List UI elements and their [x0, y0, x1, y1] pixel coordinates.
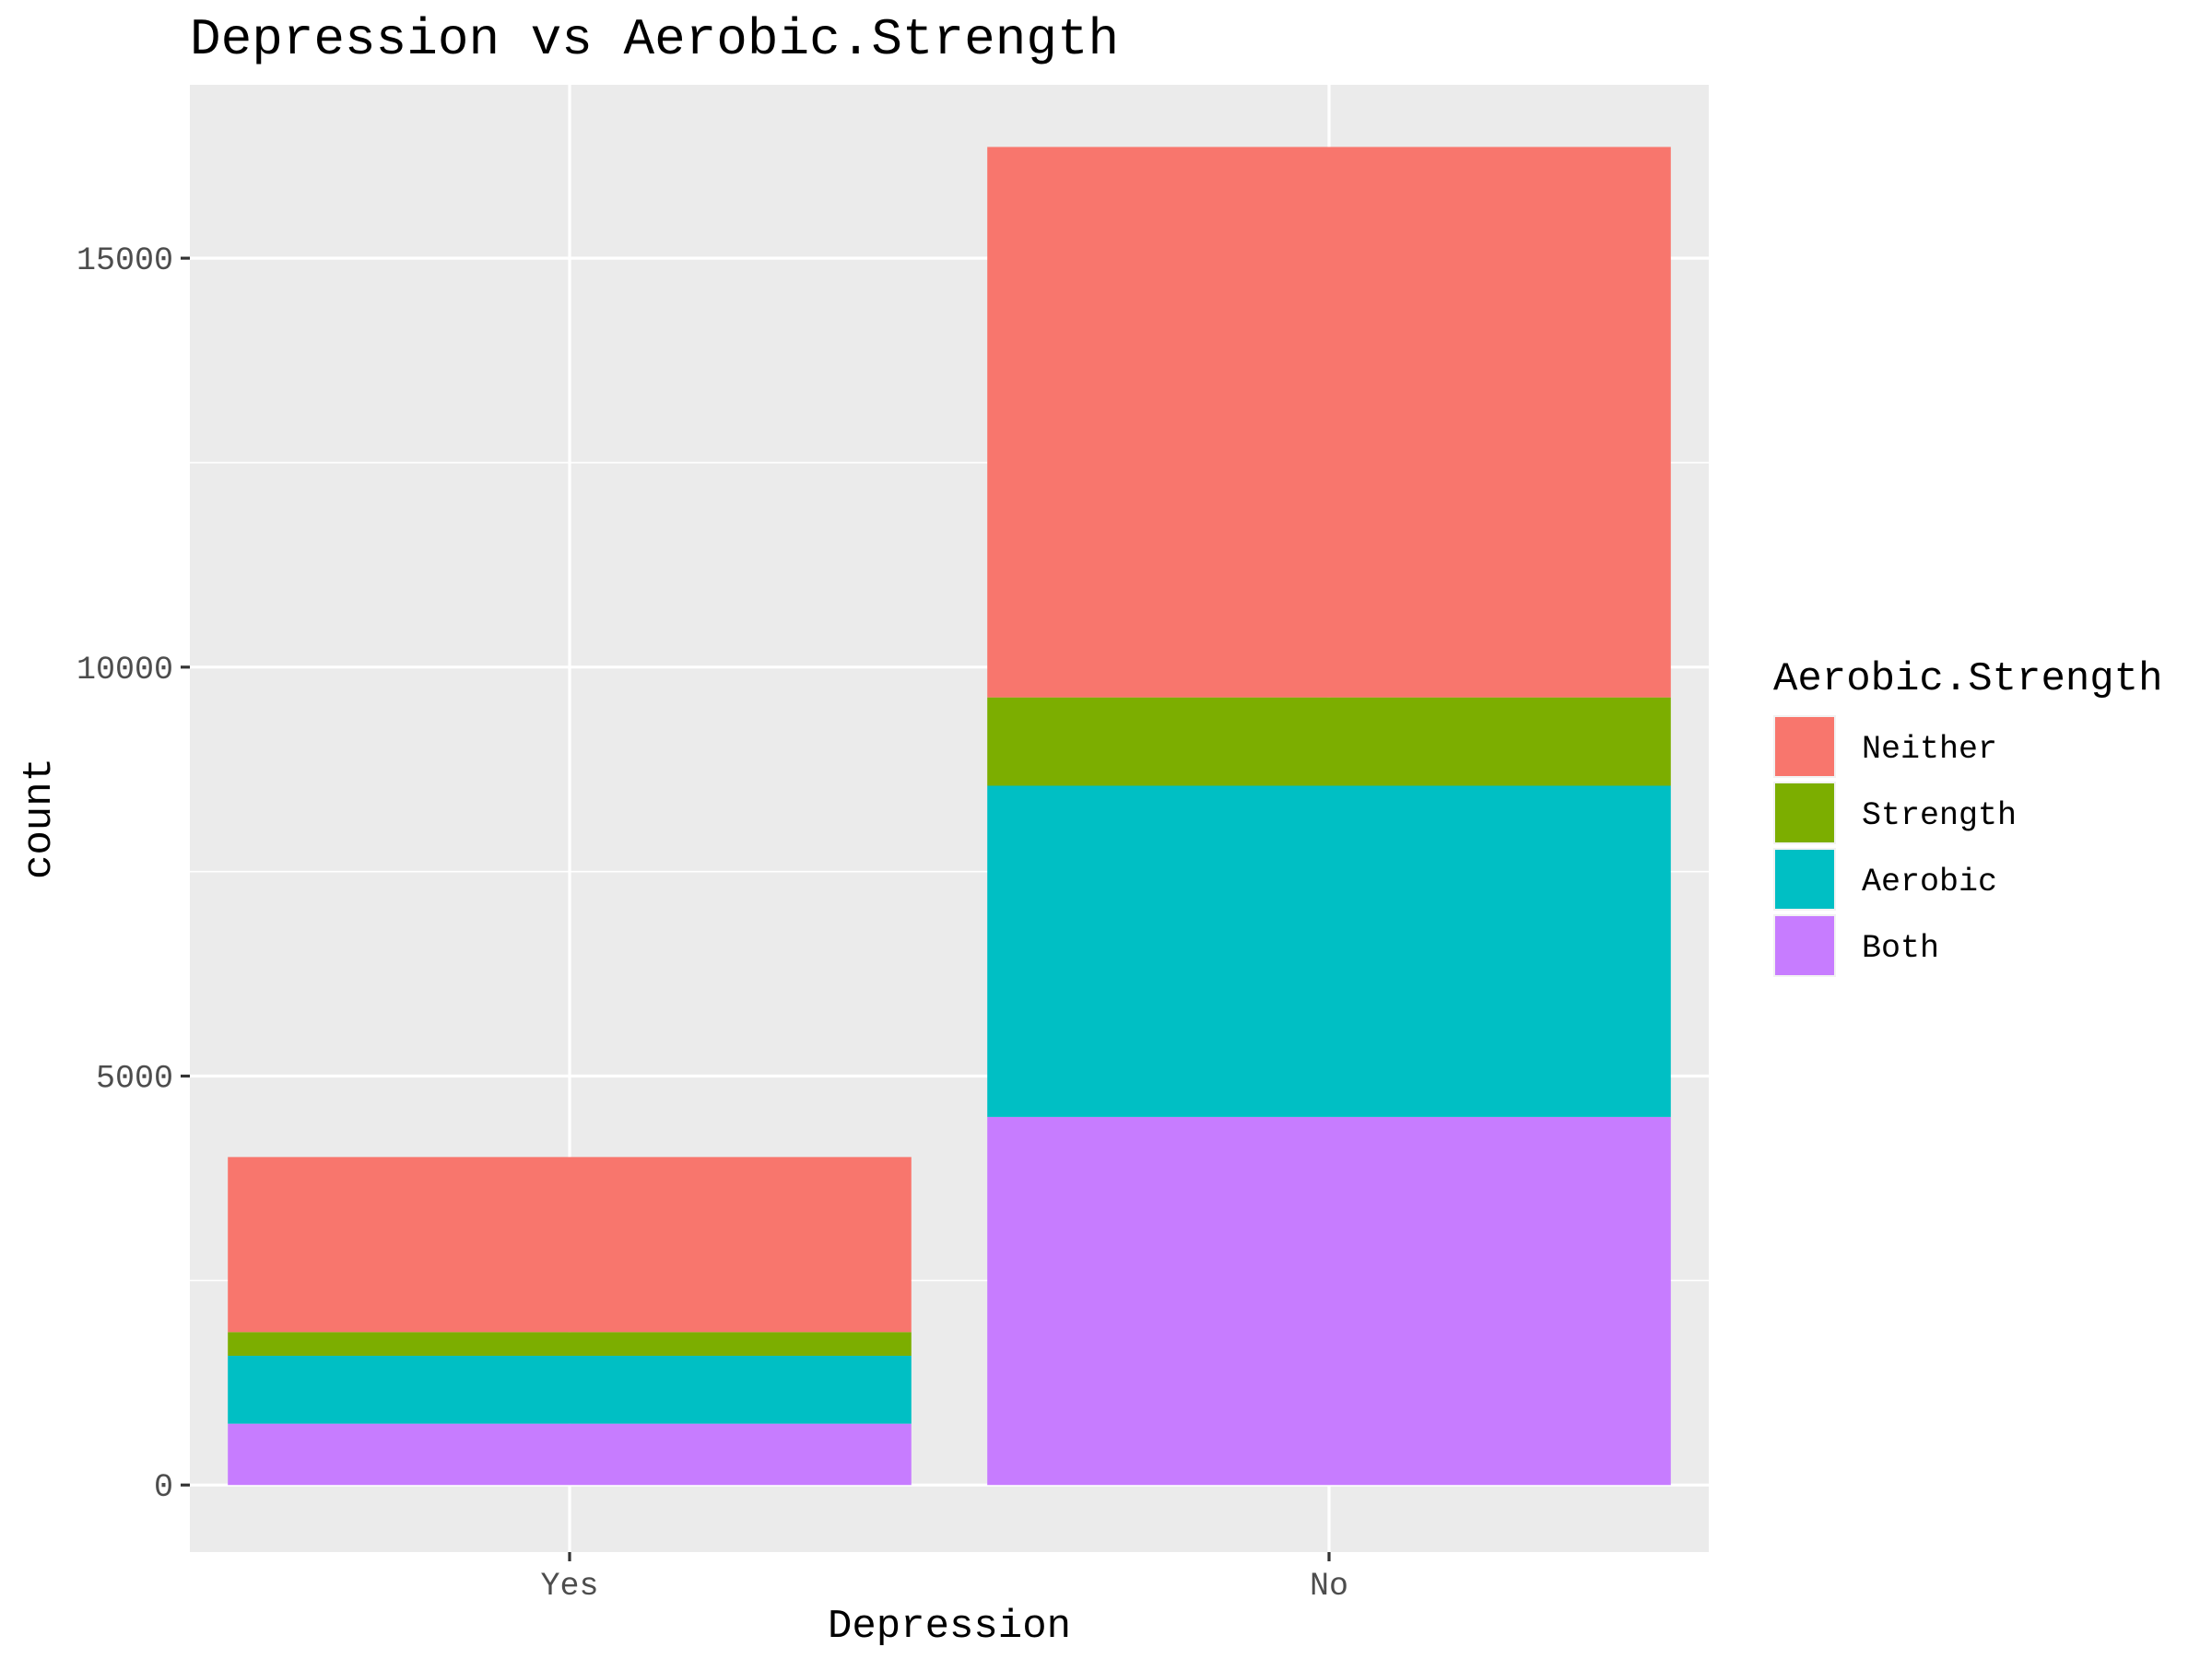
bar-no-both [987, 1116, 1671, 1486]
y-tick-label: 0 [154, 1469, 173, 1506]
legend: Aerobic.Strength Neither Strength Aerobic B… [1773, 656, 2162, 977]
bar-no-strength [987, 697, 1671, 786]
y-axis-title: count [17, 758, 63, 879]
legend-key-aerobic [1775, 850, 1834, 909]
legend-title: Aerobic.Strength [1773, 656, 2162, 702]
x-axis-title: Depression [828, 1604, 1071, 1650]
legend-key-neither [1775, 717, 1834, 776]
legend-key-both [1775, 916, 1834, 975]
chart-title: Depression vs Aerobic.Strength [190, 10, 1119, 69]
bar-no-neither [987, 147, 1671, 698]
bar-no-aerobic [987, 785, 1671, 1117]
bars [228, 147, 1671, 1486]
bar-yes-strength [228, 1332, 912, 1357]
legend-label-aerobic: Aerobic [1862, 864, 1997, 900]
x-tick-label: No [1310, 1568, 1348, 1605]
bar-yes-both [228, 1423, 912, 1486]
legend-label-strength: Strength [1862, 797, 2017, 834]
x-tick-label: Yes [540, 1568, 598, 1605]
y-tick-label: 10000 [76, 652, 173, 688]
y-tick-label: 15000 [76, 242, 173, 279]
legend-label-neither: Neither [1862, 731, 1997, 768]
axes: 0 5000 10000 15000 Yes No [76, 242, 1348, 1605]
legend-key-strength [1775, 783, 1834, 842]
y-tick-label: 5000 [96, 1061, 173, 1098]
legend-label-both: Both [1862, 930, 1939, 967]
bar-yes-neither [228, 1157, 912, 1333]
bar-yes-aerobic [228, 1356, 912, 1424]
